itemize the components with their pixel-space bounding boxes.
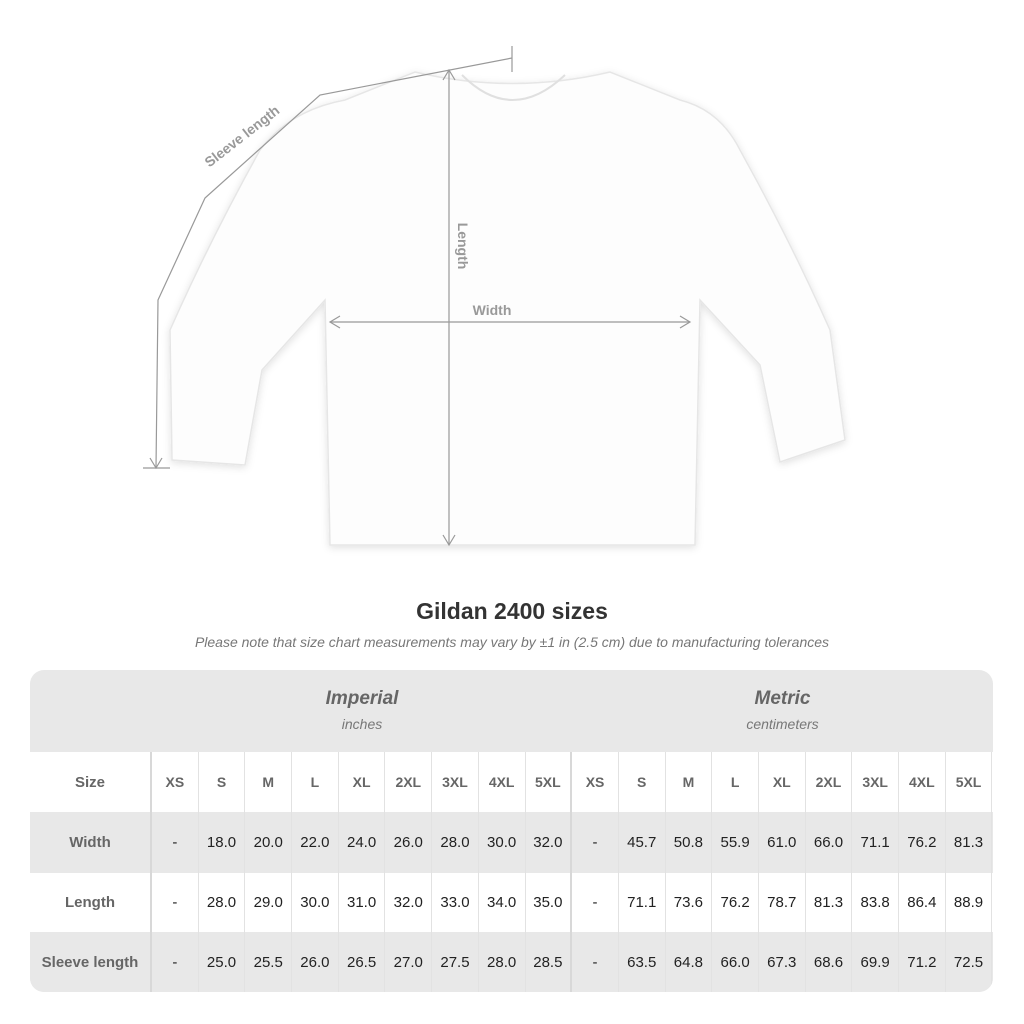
- table-cell-metric: -: [572, 873, 619, 932]
- size-header-imperial: XS: [152, 752, 199, 812]
- size-header-metric: S: [619, 752, 666, 812]
- table-cell-imperial: 27.5: [432, 932, 479, 992]
- width-label: Width: [473, 302, 512, 318]
- imperial-label: Imperial: [325, 688, 399, 709]
- table-cell-imperial: 31.0: [339, 873, 386, 932]
- table-cell-imperial: 28.0: [479, 932, 526, 992]
- table-cell-metric: 63.5: [619, 932, 666, 992]
- table-cell-metric: 68.6: [806, 932, 853, 992]
- table-cell-metric: 81.3: [946, 812, 993, 873]
- table-cell-metric: 73.6: [666, 873, 713, 932]
- metric-header: Metric centimeters: [572, 670, 993, 752]
- table-cell-metric: 45.7: [619, 812, 666, 873]
- table-cell-imperial: 30.0: [479, 812, 526, 873]
- length-label: Length: [455, 223, 471, 270]
- table-cell-imperial: 35.0: [526, 873, 573, 932]
- size-header-metric: 2XL: [806, 752, 853, 812]
- size-header-imperial: 4XL: [479, 752, 526, 812]
- size-header-imperial: 2XL: [385, 752, 433, 812]
- table-cell-imperial: 32.0: [385, 873, 433, 932]
- table-row: Width -18.0 20.0 22.0 24.0 26.0 28.0 30.0 32.0-4…: [30, 812, 993, 873]
- table-cell-metric: 83.8: [852, 873, 899, 932]
- size-header-imperial: L: [292, 752, 339, 812]
- table-cell-imperial: 28.5: [526, 932, 573, 992]
- measure-lines: [143, 46, 692, 547]
- table-cell-imperial: 26.0: [385, 812, 433, 873]
- table-cell-imperial: 22.0: [292, 812, 339, 873]
- table-cell-metric: 69.9: [852, 932, 899, 992]
- size-header-imperial: S: [199, 752, 246, 812]
- table-cell-imperial: 29.0: [245, 873, 293, 932]
- table-cell-imperial: 28.0: [199, 873, 246, 932]
- table-cell-imperial: 20.0: [245, 812, 293, 873]
- table-cell-metric: 64.8: [666, 932, 713, 992]
- size-header-imperial: M: [245, 752, 293, 812]
- row-label: Width: [30, 812, 152, 873]
- table-cell-metric: 71.1: [852, 812, 899, 873]
- size-label: Size: [30, 752, 152, 812]
- tolerance-note: Please note that size chart measurements…: [194, 634, 830, 650]
- table-cell-imperial: 24.0: [339, 812, 386, 873]
- table-cell-imperial: 32.0: [526, 812, 573, 873]
- table-row: Sleeve length -25.0 25.5 26.0 26.5 27.0 27.5 28…: [30, 932, 993, 992]
- table-cell-metric: 86.4: [899, 873, 946, 932]
- table-cell-imperial: 25.5: [245, 932, 293, 992]
- table-cell-metric: 61.0: [759, 812, 806, 873]
- page-title: Gildan 2400 sizes: [416, 598, 608, 624]
- imperial-header: Imperial inches: [152, 670, 572, 752]
- table-cell-imperial: 30.0: [292, 873, 339, 932]
- table-cell-metric: -: [572, 812, 619, 873]
- table-row: Length -28.0 29.0 30.0 31.0 32.0 33.0 34.0 35.0-…: [30, 873, 993, 932]
- table-cell-metric: 50.8: [666, 812, 713, 873]
- table-cell-metric: 76.2: [899, 812, 946, 873]
- imperial-unit: inches: [341, 716, 383, 732]
- table-cell-metric: 88.9: [946, 873, 993, 932]
- size-header-metric: 4XL: [899, 752, 946, 812]
- size-header-imperial: 3XL: [432, 752, 479, 812]
- table-cell-imperial: -: [152, 932, 199, 992]
- row-label: Length: [30, 873, 152, 932]
- size-header-metric: 3XL: [852, 752, 899, 812]
- table-cell-imperial: -: [152, 873, 199, 932]
- table-cell-metric: 55.9: [712, 812, 759, 873]
- metric-label: Metric: [754, 688, 811, 709]
- size-header-metric: L: [712, 752, 759, 812]
- table-cell-imperial: 26.0: [292, 932, 339, 992]
- sleeve-measure-line: [155, 57, 513, 469]
- table-cell-metric: 81.3: [806, 873, 853, 932]
- table-cell-metric: 66.0: [806, 812, 853, 873]
- table-cell-metric: -: [572, 932, 619, 992]
- size-header-imperial: XL: [339, 752, 386, 812]
- table-cell-imperial: 28.0: [432, 812, 479, 873]
- table-cell-imperial: 26.5: [339, 932, 386, 992]
- size-header-metric: M: [666, 752, 713, 812]
- size-header-imperial: 5XL: [526, 752, 573, 812]
- table-cell-metric: 78.7: [759, 873, 806, 932]
- table-cell-metric: 67.3: [759, 932, 806, 992]
- table-cell-metric: 76.2: [712, 873, 759, 932]
- table-cell-imperial: 18.0: [199, 812, 246, 873]
- table-cell-imperial: 25.0: [199, 932, 246, 992]
- table-cell-metric: 66.0: [712, 932, 759, 992]
- metric-unit: centimeters: [746, 716, 819, 732]
- table-cell-imperial: 27.0: [385, 932, 433, 992]
- size-table: Imperial inches Metric centimeters Size X…: [30, 670, 993, 992]
- table-cell-metric: 72.5: [946, 932, 993, 992]
- table-cell-metric: 71.2: [899, 932, 946, 992]
- table-cell-imperial: 34.0: [479, 873, 526, 932]
- shirt-body: [169, 71, 846, 546]
- table-cell-imperial: -: [152, 812, 199, 873]
- shirt-measurement-diagram: Sleeve length Length Width: [143, 46, 846, 547]
- size-header-metric: 5XL: [946, 752, 993, 812]
- table-cell-metric: 71.1: [619, 873, 666, 932]
- size-header-row: Size XS S M L XL 2XL 3XL 4XL 5XL XS S M L XL 2XL 3XL 4XL 5…: [30, 752, 993, 812]
- shirt-collar: [461, 74, 566, 101]
- size-header-metric: XS: [572, 752, 619, 812]
- row-label: Sleeve length: [30, 932, 152, 992]
- table-cell-imperial: 33.0: [432, 873, 479, 932]
- size-header-metric: XL: [759, 752, 806, 812]
